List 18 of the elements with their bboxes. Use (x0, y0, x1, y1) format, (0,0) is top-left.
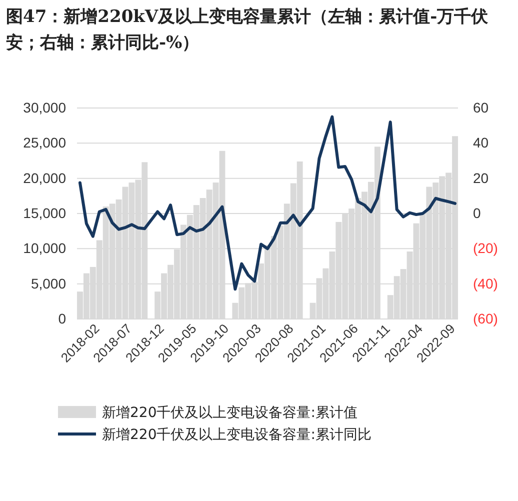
y-tick-label: 25,000 (23, 134, 66, 151)
y-tick-label: 5,000 (30, 275, 66, 292)
legend-label: 新增220千伏及以上变电设备容量:累计同比 (102, 426, 372, 443)
y2-tick-label: 60 (473, 99, 489, 116)
legend-label: 新增220千伏及以上变电设备容量:累计值 (102, 404, 358, 421)
y-tick-label: 10,000 (23, 240, 66, 256)
y2-tick-label: 20 (473, 170, 489, 186)
y2-tick-label: (40) (473, 275, 498, 292)
y2-tick-label: 0 (473, 204, 481, 221)
y2-tick-label: (60) (473, 310, 498, 326)
y2-tick-label: 40 (473, 134, 489, 151)
y-tick-label: 0 (58, 310, 66, 326)
chart-title: 图47：新增220kV及以上变电容量累计（左轴：累计值-万千伏安；右轴：累计同比-%） (6, 6, 490, 55)
y2-tick-label: (20) (473, 240, 498, 256)
y-tick-label: 20,000 (23, 170, 66, 186)
y-tick-label: 30,000 (23, 99, 66, 116)
line-series (78, 115, 457, 291)
y-tick-label: 15,000 (23, 204, 66, 221)
